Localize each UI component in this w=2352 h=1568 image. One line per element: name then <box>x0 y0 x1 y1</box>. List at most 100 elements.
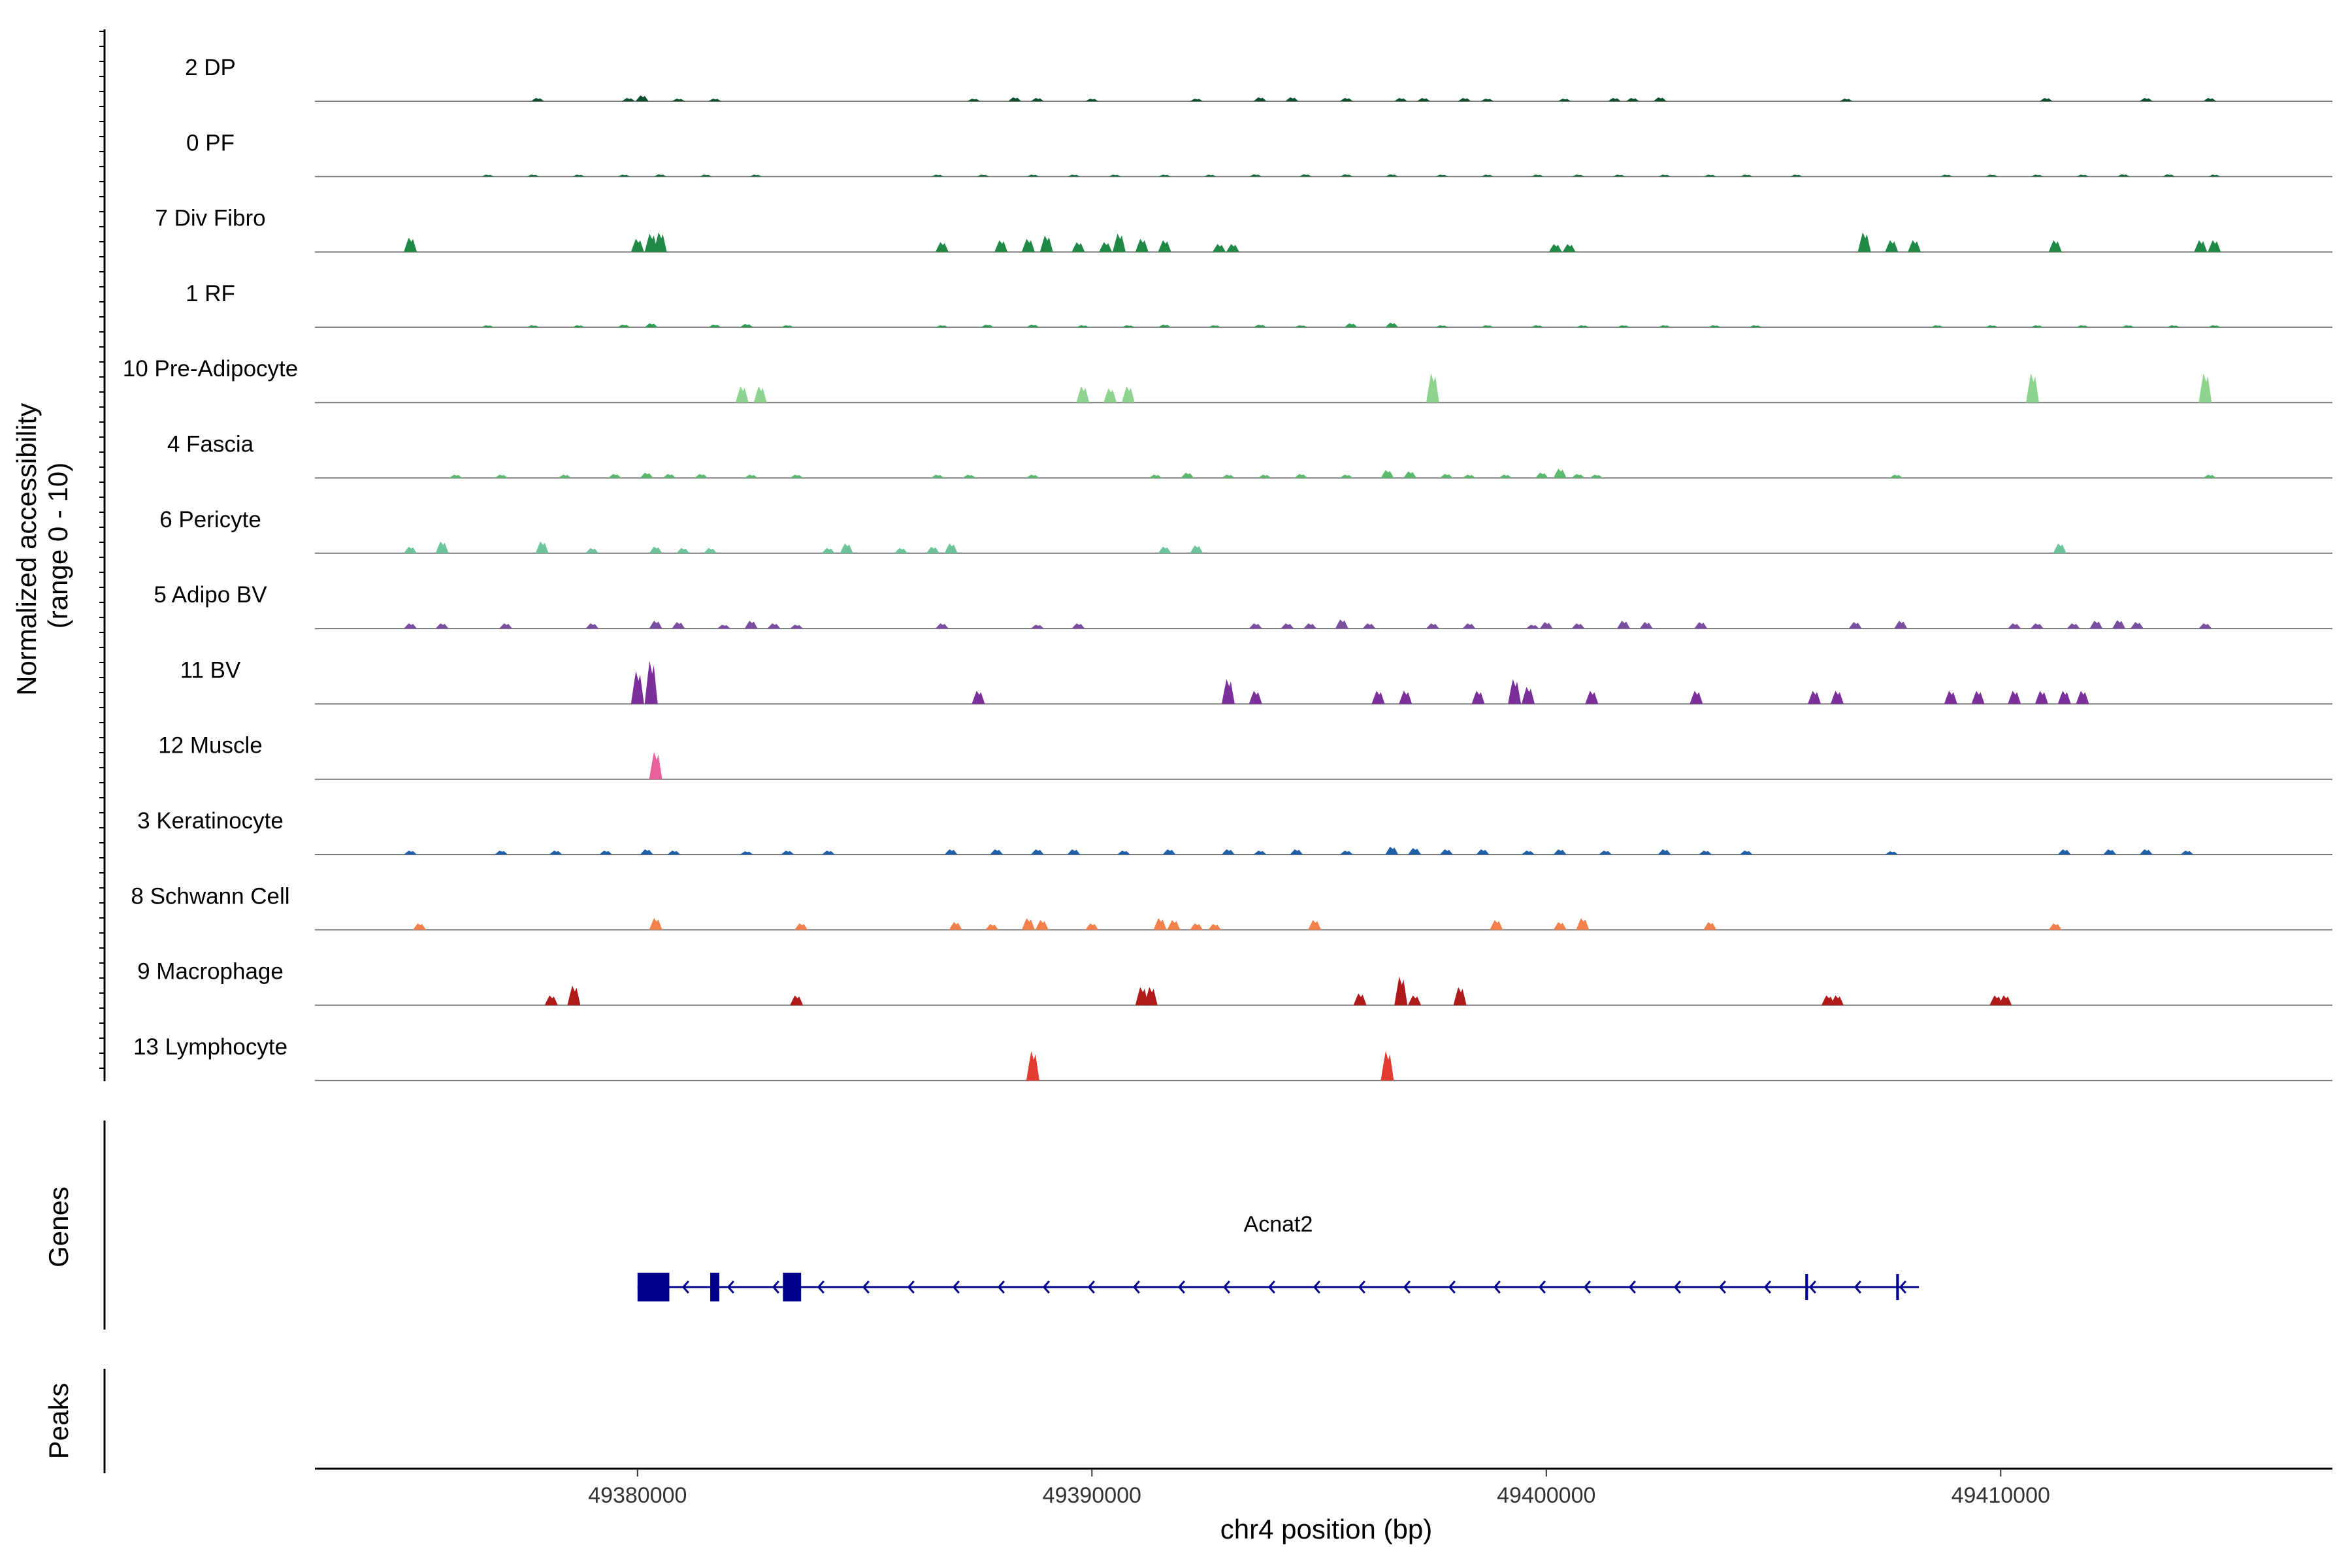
coverage-peak <box>740 323 753 327</box>
coverage-peak <box>1103 388 1117 403</box>
coverage-peak <box>1035 920 1049 930</box>
coverage-peak <box>1480 174 1494 177</box>
coverage-peak <box>621 98 635 101</box>
coverage-peak <box>2039 98 2053 101</box>
coverage-peak <box>1371 691 1385 704</box>
coverage-peak <box>481 325 495 327</box>
strand-arrow <box>997 1281 1005 1294</box>
coverage-peak <box>1576 918 1590 930</box>
x-tick-label: 49390000 <box>1043 1483 1141 1508</box>
coverage-peak <box>549 851 563 855</box>
coverage-peak <box>2076 174 2089 177</box>
track-label: 0 PF <box>186 130 235 155</box>
coverage-peak <box>1290 849 1303 855</box>
coverage-peak <box>962 474 976 478</box>
coverage-peak <box>558 474 572 478</box>
coverage-peak <box>1625 98 1639 101</box>
coverage-peak <box>1522 851 1535 855</box>
coverage-peak <box>1458 98 1471 101</box>
track: 8 Schwann Cell <box>131 883 2332 931</box>
coverage-peak <box>2008 623 2021 629</box>
coverage-peak <box>1944 691 1957 704</box>
coverage-peak <box>1285 97 1299 101</box>
coverage-peak <box>1208 924 1222 930</box>
coverage-peak <box>944 543 958 553</box>
coverage-peak <box>1085 99 1099 101</box>
strand-arrow <box>862 1281 870 1294</box>
coverage-peak <box>1985 174 1999 177</box>
coverage-peak <box>567 985 581 1005</box>
strand-arrow <box>952 1281 960 1294</box>
coverage-peak <box>1617 621 1630 629</box>
coverage-peak <box>699 174 713 177</box>
coverage-peak <box>1403 471 1417 478</box>
coverage-peak <box>667 851 681 855</box>
coverage-peak <box>2030 325 2044 327</box>
coverage-peak <box>531 98 544 101</box>
coverage-peak <box>1453 987 1467 1005</box>
coverage-peak <box>1999 995 2012 1005</box>
coverage-peak <box>1585 691 1599 704</box>
coverage-peak <box>744 621 758 629</box>
coverage-peak <box>1703 174 1717 177</box>
coverage-peak <box>481 174 495 177</box>
coverage-peak <box>1158 174 1171 177</box>
coverage-peak <box>1658 849 1671 855</box>
coverage-peak <box>1117 851 1130 855</box>
coverage-peak <box>1930 325 1944 327</box>
coverage-peak <box>990 849 1004 855</box>
coverage-peak <box>1539 622 1553 629</box>
coverage-peak <box>1339 851 1353 855</box>
coverage-peak <box>1985 325 1999 327</box>
coverage-peak <box>1253 97 1267 101</box>
coverage-peak <box>1789 174 1803 177</box>
y-axis-title-line-1: Normalized accessibility <box>11 403 42 696</box>
coverage-peak <box>1021 238 1035 252</box>
coverage-peak <box>1394 976 1408 1005</box>
coverage-peak <box>740 851 753 855</box>
coverage-peak <box>435 623 449 629</box>
coverage-peak <box>821 547 835 553</box>
coverage-peak <box>1362 623 1376 629</box>
coverage-peak <box>1426 373 1439 403</box>
strand-arrow <box>1583 1281 1591 1294</box>
strand-arrow <box>1132 1281 1140 1294</box>
strand-arrow <box>1763 1281 1771 1294</box>
strand-arrow <box>1538 1281 1546 1294</box>
coverage-peak <box>2076 691 2089 704</box>
coverage-peak <box>572 174 585 177</box>
coverage-peak <box>1394 98 1408 101</box>
coverage-peak <box>926 546 939 553</box>
strand-arrow <box>1854 1281 1861 1294</box>
coverage-peak <box>1158 324 1171 327</box>
coverage-peak <box>644 661 658 704</box>
x-tick-label: 49400000 <box>1497 1483 1595 1508</box>
coverage-peak <box>495 474 508 478</box>
track-label: 3 Keratinocyte <box>137 808 284 834</box>
coverage-peak <box>2030 623 2044 629</box>
coverage-peak <box>599 851 613 855</box>
coverage-peak <box>1030 625 1044 629</box>
coverage-peak <box>649 621 662 629</box>
coverage-peak <box>1658 325 1671 327</box>
coverage-peak <box>1526 625 1539 629</box>
coverage-peak <box>2030 174 2044 177</box>
coverage-peak <box>1385 847 1399 855</box>
strand-arrow <box>1808 1281 1816 1294</box>
coverage-peak <box>1599 851 1612 855</box>
coverage-peak <box>1113 233 1126 252</box>
strand-arrow <box>1087 1281 1095 1294</box>
coverage-peak <box>935 242 949 252</box>
coverage-peak <box>1162 849 1176 855</box>
coverage-peak <box>704 547 717 553</box>
track: 12 Muscle <box>158 733 2332 780</box>
coverage-peak <box>635 95 649 101</box>
coverage-peak <box>495 851 508 855</box>
coverage-peak <box>1562 244 1576 252</box>
coverage-peak <box>1108 174 1122 177</box>
coverage-peak <box>526 174 540 177</box>
coverage-peak <box>708 324 721 327</box>
coverage-peak <box>2117 174 2131 177</box>
coverage-peak <box>1085 923 1099 930</box>
